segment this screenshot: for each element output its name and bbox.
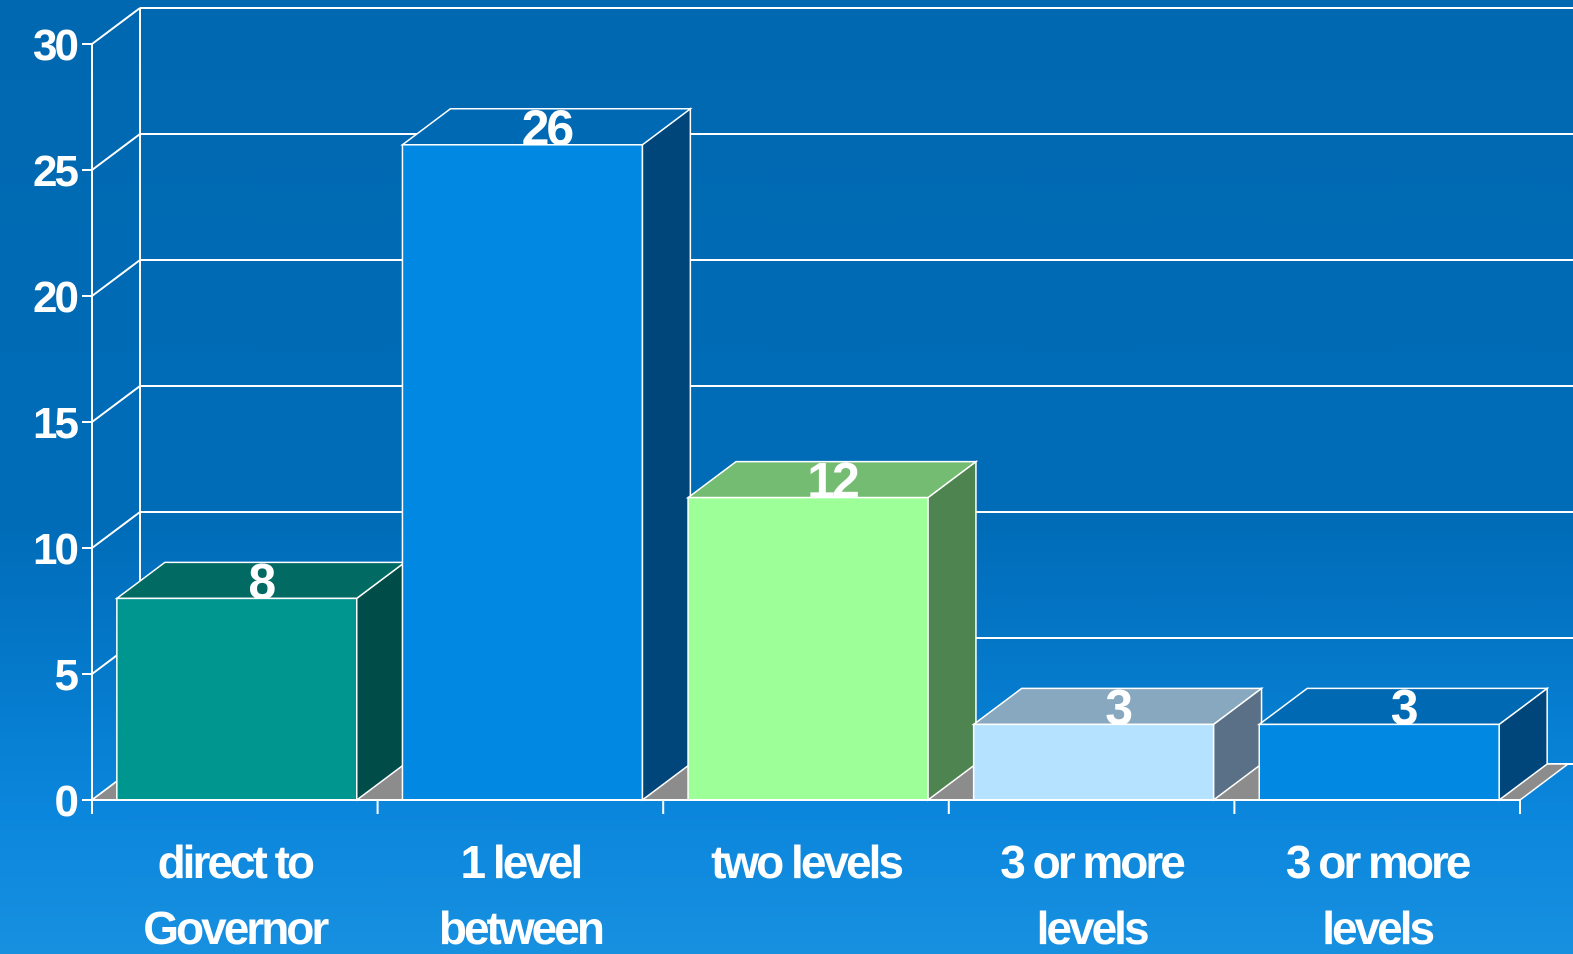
x-category-label: Governor xyxy=(143,902,329,954)
gridline-depth xyxy=(91,133,141,171)
y-tick-label: 15 xyxy=(33,399,78,448)
x-category-label: direct to xyxy=(158,836,314,888)
bar-front-face xyxy=(972,723,1215,801)
gridline-depth xyxy=(91,7,141,45)
bar xyxy=(1256,686,1550,802)
data-label: 3 xyxy=(1105,679,1131,735)
bar-side-face xyxy=(641,107,692,802)
y-tick-label: 25 xyxy=(33,147,78,196)
x-category-label: between xyxy=(439,902,603,954)
x-category-label: two levels xyxy=(711,836,902,888)
bar-front-face xyxy=(687,496,929,801)
bars xyxy=(114,107,1550,802)
gridline-depth xyxy=(91,511,141,549)
data-label: 26 xyxy=(522,100,573,156)
gridline-depth xyxy=(91,259,141,297)
x-category-label: levels xyxy=(1037,902,1148,954)
x-category-label: levels xyxy=(1322,902,1433,954)
category-axis: direct to Governor 1 level between two level… xyxy=(91,799,1521,954)
bar xyxy=(971,686,1264,802)
y-tick-label: 30 xyxy=(33,21,77,70)
y-tick-label: 5 xyxy=(55,651,79,700)
x-category-label: 3 or more xyxy=(1000,836,1185,888)
bar xyxy=(114,560,408,802)
bar-front-face xyxy=(116,597,358,801)
bar xyxy=(400,107,693,802)
data-label: 12 xyxy=(807,453,858,509)
x-category-label: 1 level xyxy=(461,836,581,888)
x-category-label: 3 or more xyxy=(1286,836,1471,888)
bar-side-face xyxy=(356,560,406,802)
y-tick-label: 20 xyxy=(33,273,77,322)
data-label: 8 xyxy=(248,553,275,609)
data-label: 3 xyxy=(1391,679,1417,735)
gridline-depth xyxy=(91,385,141,423)
bar xyxy=(685,460,979,802)
y-tick-label: 0 xyxy=(55,777,78,826)
value-axis: 0 5 10 15 20 25 30 xyxy=(33,21,93,826)
bar-side-face xyxy=(927,460,977,802)
y-tick-label: 10 xyxy=(33,525,77,574)
bar-front-face xyxy=(401,144,644,801)
bar-front-face xyxy=(1258,723,1500,801)
